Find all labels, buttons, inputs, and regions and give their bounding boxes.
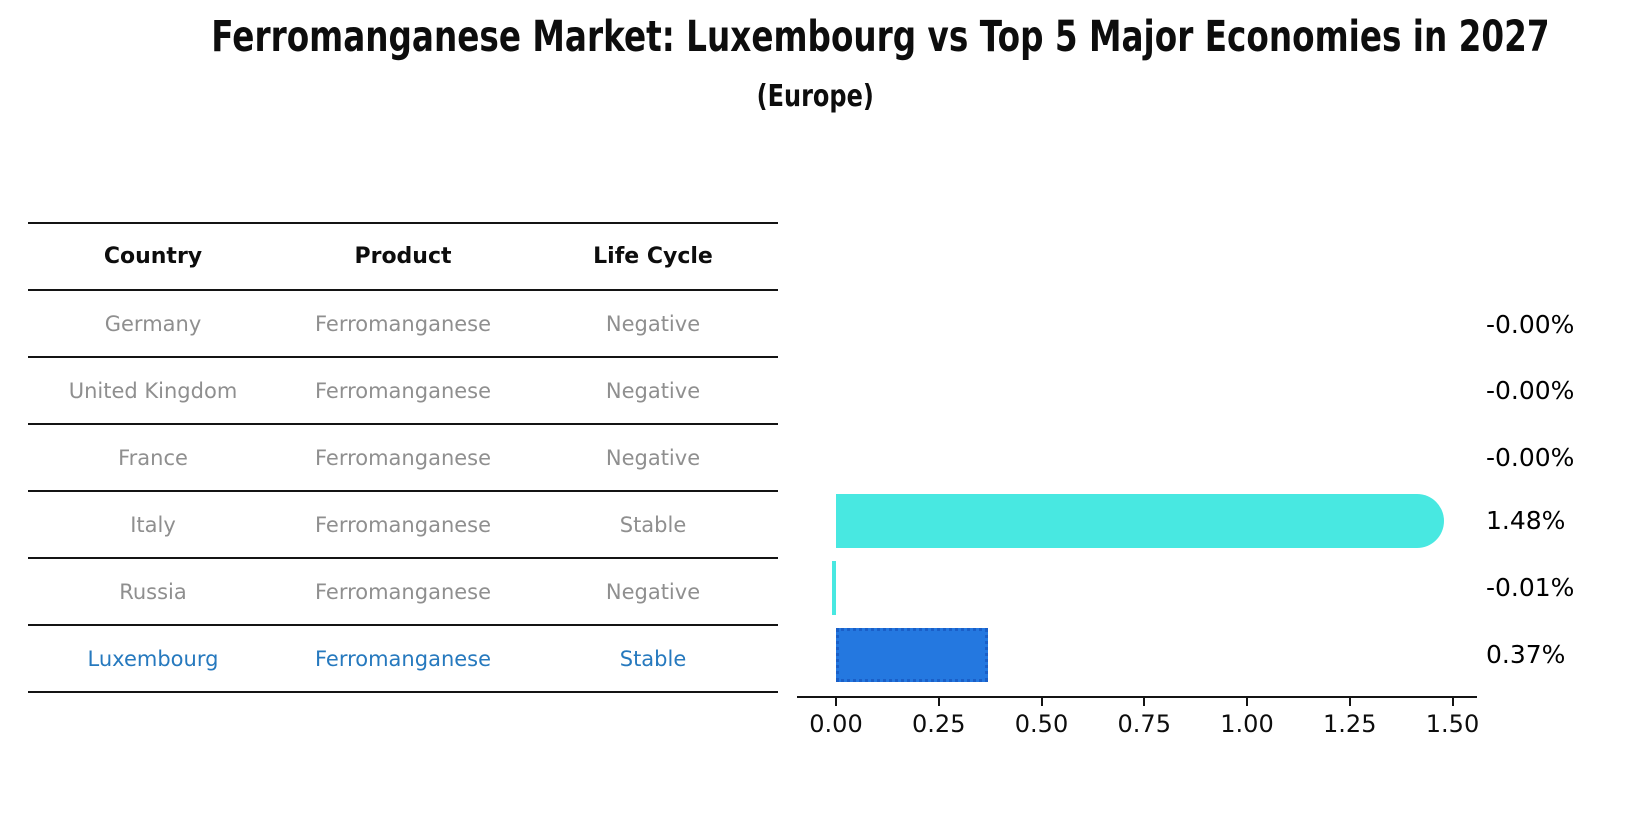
table-header-life-cycle: Life Cycle: [593, 244, 713, 269]
table-row: United Kingdom Ferromanganese Negative: [28, 358, 778, 425]
x-axis-tick: [1451, 698, 1454, 706]
x-axis-tick: [1040, 698, 1043, 706]
table-cell-product: Ferromanganese: [314, 579, 492, 604]
bar-value-label: -0.00%: [1486, 443, 1575, 472]
table-cell-product: Ferromanganese: [314, 378, 492, 403]
x-axis-tick-label: 0.00: [809, 710, 863, 738]
table-row: Russia Ferromanganese Negative: [28, 559, 778, 626]
table-cell-life-cycle: Negative: [605, 445, 701, 470]
table-cell-country: Russia: [119, 579, 187, 604]
chart-title: Ferromanganese Market: Luxembourg vs Top…: [211, 12, 1550, 62]
x-axis-tick: [937, 698, 940, 706]
table-cell-country: United Kingdom: [68, 378, 238, 403]
table-body: Germany Ferromanganese Negative United King…: [28, 291, 778, 693]
table-row: Germany Ferromanganese Negative: [28, 291, 778, 358]
table-cell-country: France: [118, 445, 188, 470]
x-axis-tick-label: 1.00: [1220, 710, 1274, 738]
table-cell-life-cycle: Negative: [605, 311, 701, 336]
table-row: Italy Ferromanganese Stable: [28, 492, 778, 559]
table-cell-product: Ferromanganese: [314, 311, 492, 336]
subtitle-row: (Europe): [0, 79, 1630, 114]
table-cell-country: Germany: [104, 311, 202, 336]
x-axis-tick: [1348, 698, 1351, 706]
bar-russia: [831, 561, 836, 615]
bar-luxembourg: [836, 628, 989, 682]
table-cell-life-cycle: Negative: [605, 579, 701, 604]
country-table: Country Product Life Cycle Germany Ferrom…: [28, 222, 778, 693]
bar-value-label: -0.01%: [1486, 573, 1575, 602]
x-axis-tick-label: 0.25: [912, 710, 966, 738]
table-row: Luxembourg Ferromanganese Stable: [28, 626, 778, 693]
bar-value-label: -0.00%: [1486, 310, 1575, 339]
table-header-product: Product: [354, 244, 452, 269]
x-axis-tick: [1143, 698, 1146, 706]
table-cell-country: Italy: [130, 512, 176, 537]
table-cell-life-cycle: Negative: [605, 378, 701, 403]
table-cell-product: Ferromanganese: [314, 445, 492, 470]
table-cell-product: Ferromanganese: [314, 646, 492, 671]
chart-subtitle: (Europe): [756, 79, 874, 114]
x-axis-tick-label: 0.75: [1117, 710, 1171, 738]
x-axis-tick-label: 1.50: [1425, 710, 1480, 738]
bar-value-label: 1.48%: [1486, 506, 1566, 535]
title-row: Ferromanganese Market: Luxembourg vs Top…: [0, 12, 1630, 62]
table-cell-life-cycle: Stable: [619, 512, 687, 537]
table-header-country: Country: [103, 244, 203, 269]
table-cell-product: Ferromanganese: [314, 512, 492, 537]
table-cell-life-cycle: Stable: [619, 646, 687, 671]
x-axis-tick: [1246, 698, 1248, 706]
table-header-row: Country Product Life Cycle: [28, 224, 778, 291]
table-row: France Ferromanganese Negative: [28, 425, 778, 492]
bar-italy: [836, 494, 1445, 548]
bar-value-label: -0.00%: [1486, 376, 1575, 405]
x-axis-tick: [835, 698, 837, 706]
x-axis-tick-label: 1.25: [1323, 710, 1377, 738]
bar-value-label: 0.37%: [1486, 640, 1566, 669]
x-axis-tick-label: 0.50: [1014, 710, 1069, 738]
table-cell-country: Luxembourg: [87, 646, 219, 671]
x-axis-line: [797, 696, 1477, 698]
